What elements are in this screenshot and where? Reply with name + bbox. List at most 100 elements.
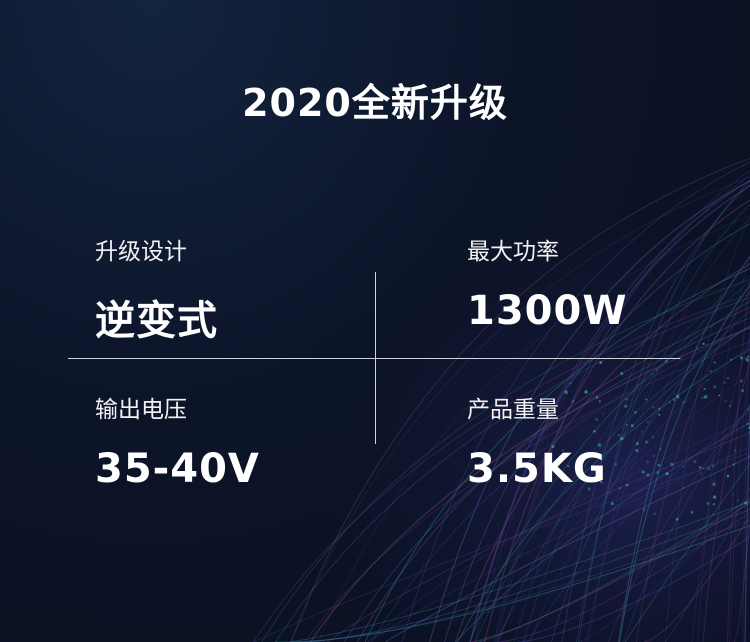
particle [739, 356, 744, 360]
streak [384, 456, 750, 642]
streak [261, 278, 750, 642]
particle [641, 431, 643, 433]
particle [695, 345, 699, 349]
particle [732, 463, 735, 466]
streak [664, 487, 750, 642]
particle [652, 454, 655, 458]
streak [561, 184, 750, 642]
streak [579, 497, 750, 642]
particle [630, 424, 634, 428]
particle [600, 481, 604, 484]
particle [651, 435, 655, 439]
particle [614, 463, 617, 466]
particle [673, 392, 676, 395]
particle [641, 470, 645, 474]
particle [597, 443, 602, 447]
streak [484, 199, 750, 642]
particle [625, 483, 629, 487]
streak [513, 275, 750, 642]
particle [718, 394, 721, 397]
spec-power: 最大功率 1300W [467, 232, 627, 334]
streak [702, 361, 750, 642]
spec-weight: 产品重量 3.5KG [467, 390, 607, 492]
particle [679, 356, 683, 361]
particle [598, 400, 601, 403]
spec-label: 最大功率 [467, 239, 559, 265]
particle [703, 387, 706, 391]
streak [496, 170, 750, 642]
particle [624, 404, 628, 408]
streak [733, 520, 750, 642]
vertical-divider [375, 272, 376, 444]
particle [711, 464, 715, 469]
particle [584, 390, 588, 394]
streak [455, 421, 750, 642]
streak [429, 180, 750, 642]
streak [254, 452, 750, 642]
streak [470, 185, 750, 642]
particle [561, 449, 564, 452]
particle [706, 501, 710, 505]
streak [471, 502, 750, 642]
particle [712, 495, 717, 499]
particle [730, 358, 733, 361]
particle [682, 486, 686, 490]
streak [367, 418, 750, 642]
streak [635, 290, 750, 642]
streak [310, 509, 750, 642]
streak [744, 404, 750, 642]
particle [682, 465, 685, 468]
streak [275, 297, 750, 642]
particle [693, 459, 697, 464]
streak [551, 310, 750, 642]
particle [651, 373, 654, 376]
particle [623, 355, 626, 358]
streak [523, 281, 750, 642]
streak [371, 326, 750, 642]
particle [652, 406, 655, 409]
particle [657, 407, 661, 411]
particle [644, 440, 649, 444]
particle [676, 395, 680, 399]
particle [712, 513, 715, 516]
particle [571, 399, 575, 403]
particle [659, 448, 662, 451]
spec-value: 逆变式 [95, 298, 218, 344]
streak [290, 176, 750, 642]
particle [642, 508, 647, 512]
particle [726, 474, 730, 478]
particle [732, 493, 734, 496]
particle [653, 512, 657, 516]
streak [304, 340, 750, 642]
spec-voltage: 输出电压 35-40V [95, 390, 260, 492]
particle [620, 371, 624, 376]
particle [701, 396, 704, 400]
streak [317, 215, 750, 642]
horizontal-divider [68, 358, 680, 359]
streak [275, 525, 750, 642]
particle [614, 462, 618, 466]
streak [474, 185, 750, 642]
particle [703, 395, 708, 399]
streak [643, 515, 750, 642]
streak [444, 223, 750, 642]
particle [698, 466, 702, 469]
streak [624, 462, 750, 642]
streak [499, 512, 750, 642]
particle [741, 389, 745, 393]
particle [658, 413, 661, 416]
spec-label: 升级设计 [95, 239, 187, 265]
particle [724, 400, 727, 403]
particle [599, 481, 602, 483]
streak [357, 306, 750, 642]
particle [746, 355, 750, 358]
streak [618, 284, 750, 642]
spec-value: 35-40V [95, 446, 260, 492]
particle [624, 397, 628, 401]
particle [610, 501, 614, 506]
particle [635, 448, 639, 453]
particle [702, 342, 705, 346]
spec-value: 1300W [467, 288, 628, 334]
page-title: 2020全新升级 [242, 81, 508, 125]
particle [657, 463, 661, 467]
